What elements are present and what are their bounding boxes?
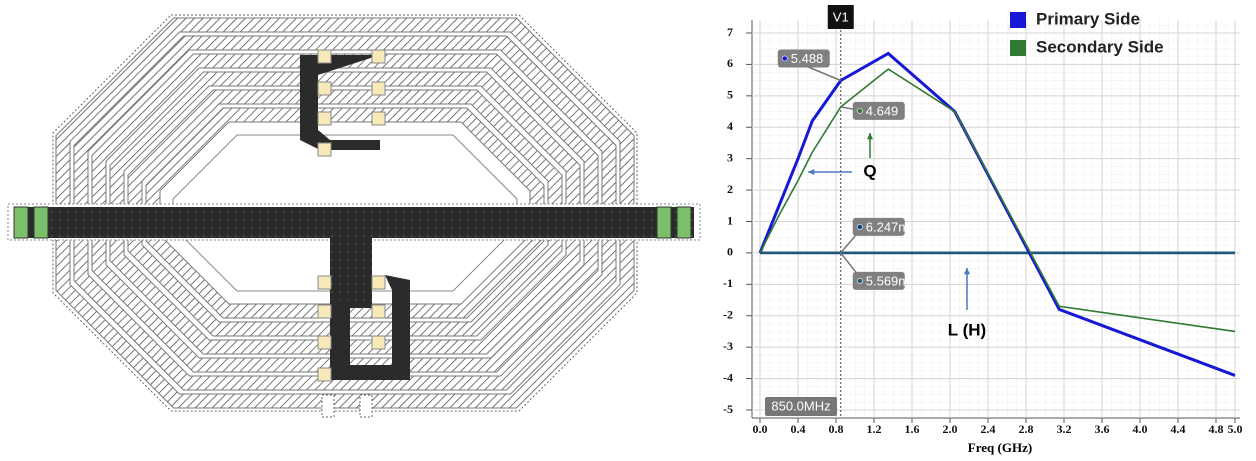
cursor-x-label: 850.0MHz	[771, 398, 830, 413]
pad	[372, 336, 385, 349]
y-tick-label: 3	[727, 150, 733, 164]
pad	[372, 305, 385, 318]
pad	[318, 305, 331, 318]
x-tick-label: 2.8	[1019, 422, 1034, 436]
pad	[318, 50, 331, 63]
minor-grid	[752, 20, 1240, 418]
x-tick-label: 5.0	[1228, 422, 1243, 436]
label-dot	[857, 278, 862, 283]
pad	[318, 82, 331, 95]
x-tick-label: 2.4	[981, 422, 996, 436]
x-tick-label: 2.0	[943, 422, 958, 436]
legend-swatch	[1010, 40, 1026, 56]
y-tick-label: 4	[727, 119, 733, 133]
legend-swatch	[1010, 12, 1026, 28]
x-tick-label: 3.6	[1095, 422, 1110, 436]
value-label: 6.247n	[866, 219, 906, 234]
via	[657, 207, 671, 238]
center-bar	[14, 207, 694, 238]
x-tick-label: 4.8	[1209, 422, 1224, 436]
cursor-label: V1	[833, 9, 849, 24]
value-label: 5.488	[791, 51, 824, 66]
x-axis-label: Freq (GHz)	[968, 440, 1032, 455]
legend-label: Secondary Side	[1036, 37, 1164, 56]
y-tick-label: -3	[723, 339, 733, 353]
y-tick-label: 0	[727, 245, 733, 259]
value-label: 5.569n	[866, 273, 906, 288]
x-tick-label: 1.6	[905, 422, 920, 436]
y-tick-label: 6	[727, 56, 733, 70]
pin	[360, 395, 372, 417]
annotation: L (H)	[948, 320, 986, 339]
y-tick-label: 1	[727, 213, 733, 227]
page: {"chart_data": { "type": "line", "x_labe…	[0, 0, 1256, 461]
x-tick-label: 4.0	[1133, 422, 1148, 436]
pad	[318, 336, 331, 349]
x-tick-label: 3.2	[1057, 422, 1072, 436]
y-tick-label: -1	[723, 276, 733, 290]
stub	[330, 238, 372, 308]
y-tick-label: 7	[727, 25, 733, 39]
pad	[372, 50, 385, 63]
pad	[318, 112, 331, 125]
x-tick-label: 0.4	[791, 422, 806, 436]
x-tick-label: 4.4	[1171, 422, 1186, 436]
annotation: Q	[863, 161, 876, 180]
y-tick-label: -5	[723, 402, 733, 416]
via	[14, 207, 28, 238]
via	[677, 207, 691, 238]
x-tick-label: 0.8	[829, 422, 844, 436]
label-dot	[782, 56, 787, 61]
x-tick-label: 0.0	[753, 422, 768, 436]
y-tick-label: -2	[723, 308, 733, 322]
y-tick-label: 2	[727, 182, 733, 196]
figure: 7 6 5 4 3 2 1 0 -1 -2 -3 -4 -5 0.0 0.4 0.8 1.2 1.6 2.0 2.4 2…	[0, 0, 1256, 461]
label-dot	[857, 108, 862, 113]
pad	[318, 368, 331, 381]
pad	[372, 276, 385, 289]
x-tick-label: 1.2	[867, 422, 882, 436]
pin	[322, 395, 334, 417]
label-dot	[857, 224, 862, 229]
pad	[372, 82, 385, 95]
inductor-layout	[8, 15, 700, 417]
pad	[318, 143, 331, 156]
via	[34, 207, 48, 238]
value-label: 4.649	[866, 103, 899, 118]
pad	[372, 112, 385, 125]
y-tick-label: 5	[727, 88, 733, 102]
y-tick-label: -4	[723, 370, 733, 384]
pad	[318, 276, 331, 289]
legend-label: Primary Side	[1036, 9, 1140, 28]
